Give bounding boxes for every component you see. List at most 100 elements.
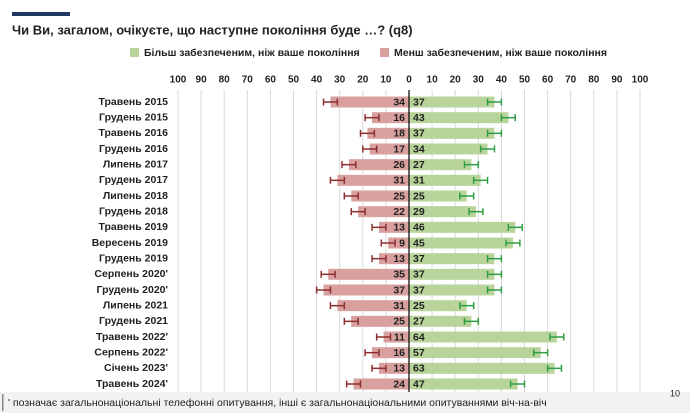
bar: [351, 190, 409, 202]
x-tick-label: 20: [450, 75, 462, 86]
data-label: 57: [413, 347, 425, 359]
data-label: 37: [413, 96, 425, 108]
data-label: 13: [393, 222, 405, 234]
bar: [409, 331, 557, 343]
bar: [409, 315, 472, 327]
x-tick-label: 10: [427, 75, 439, 86]
x-tick-label: 60: [542, 75, 554, 86]
bar: [323, 284, 409, 296]
y-tick-label: Грудень 2016: [99, 143, 168, 155]
bar: [409, 253, 495, 265]
x-tick-label: 50: [288, 75, 300, 86]
x-tick-label: 30: [334, 75, 346, 86]
bar: [409, 284, 495, 296]
legend-swatch: [130, 48, 139, 57]
bar: [409, 268, 495, 280]
y-tick-label: Травень 2019: [99, 221, 169, 233]
x-tick-label: 100: [632, 75, 649, 86]
bar: [378, 221, 409, 233]
x-tick-label: 100: [170, 75, 187, 86]
y-tick-label: Грудень 2015: [99, 111, 168, 123]
bar: [409, 143, 488, 155]
data-label: 13: [393, 363, 405, 375]
x-tick-label: 80: [588, 75, 600, 86]
bar: [372, 112, 409, 124]
bar: [383, 331, 409, 343]
bar: [358, 206, 409, 218]
x-tick-label: 70: [565, 75, 577, 86]
data-label: 22: [393, 206, 405, 218]
data-label: 17: [393, 143, 405, 155]
bar: [409, 237, 513, 249]
bar: [351, 315, 409, 327]
data-label: 26: [393, 159, 405, 171]
y-tick-label: Січень 2023': [104, 362, 168, 374]
y-tick-label: Травень 2016: [99, 127, 169, 139]
x-tick-label: 90: [196, 75, 208, 86]
y-tick-label: Грудень 2017: [99, 174, 168, 186]
bar: [353, 378, 409, 390]
y-tick-label: Грудень 2018: [99, 205, 168, 217]
y-tick-label: Грудень 2020': [97, 284, 168, 296]
y-tick-label: Грудень 2019: [99, 252, 168, 264]
x-tick-label: 60: [265, 75, 277, 86]
bar: [369, 143, 409, 155]
bar: [348, 159, 409, 171]
y-tick-label: Вересень 2019: [92, 237, 168, 249]
data-label: 63: [413, 363, 425, 375]
data-label: 37: [413, 253, 425, 265]
chart-title: Чи Ви, загалом, очікуєте, що наступне по…: [12, 22, 413, 37]
bar: [388, 237, 409, 249]
bar: [409, 300, 467, 312]
bar: [409, 206, 476, 218]
y-tick-label: Травень 2022': [96, 331, 168, 343]
data-label: 31: [393, 300, 405, 312]
bar: [409, 127, 495, 139]
legend-label: Більш забезпеченим, ніж ваше покоління: [144, 47, 360, 59]
data-label: 25: [393, 190, 405, 202]
data-label: 16: [393, 112, 405, 124]
data-label: 37: [393, 284, 405, 296]
page-number: 10: [670, 388, 680, 398]
data-label: 37: [413, 128, 425, 140]
bar: [328, 268, 409, 280]
data-label: 27: [413, 159, 425, 171]
bar: [378, 253, 409, 265]
data-label: 24: [393, 378, 405, 390]
bar: [378, 362, 409, 374]
y-tick-label: Липень 2018: [103, 190, 168, 202]
bar: [409, 112, 509, 124]
bar: [409, 174, 481, 186]
data-label: 18: [393, 128, 405, 140]
data-label: 43: [413, 112, 425, 124]
data-label: 64: [413, 331, 425, 343]
data-label: 31: [413, 175, 425, 187]
data-label: 29: [413, 206, 425, 218]
data-label: 37: [413, 269, 425, 281]
x-tick-label: 90: [611, 75, 623, 86]
bar: [330, 96, 409, 108]
bar: [409, 96, 495, 108]
data-label: 45: [413, 237, 425, 249]
x-tick-label: 20: [357, 75, 369, 86]
bar: [372, 347, 409, 359]
bar: [367, 127, 409, 139]
data-label: 25: [393, 316, 405, 328]
bar: [409, 221, 516, 233]
x-tick-label: 30: [473, 75, 485, 86]
x-tick-label: 0: [406, 75, 412, 86]
footer-bg: [0, 392, 690, 413]
data-label: 46: [413, 222, 425, 234]
y-tick-label: Травень 2015: [99, 96, 169, 108]
x-tick-label: 40: [496, 75, 508, 86]
x-tick-label: 70: [242, 75, 254, 86]
y-tick-label: Серпень 2020': [94, 268, 168, 280]
bar: [409, 347, 541, 359]
data-label: 37: [413, 284, 425, 296]
data-label: 25: [413, 300, 425, 312]
x-tick-label: 40: [311, 75, 323, 86]
data-label: 9: [399, 237, 405, 249]
accent-bar: [12, 12, 70, 16]
bar: [337, 174, 409, 186]
